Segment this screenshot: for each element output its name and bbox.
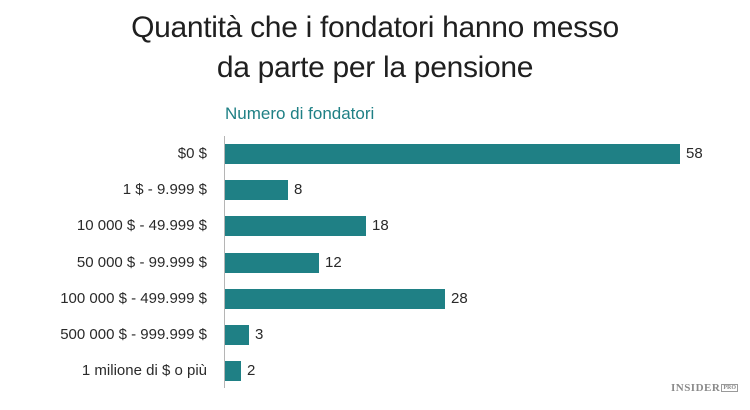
category-label: 1 $ - 9.999 $ (122, 181, 207, 198)
bar (225, 216, 366, 236)
logo-text: INSIDER (670, 382, 721, 394)
chart-title-line-1: Quantità che i fondatori hanno messo (131, 11, 619, 44)
category-label: 50 000 $ - 99.999 $ (76, 254, 207, 271)
chart-title: Quantità che i fondatori hanno messo da … (0, 8, 750, 88)
logo-suffix: PRO (721, 384, 738, 392)
category-label: 1 milione di $ o più (81, 362, 207, 379)
chart-title-line-2: da parte per la pensione (216, 51, 534, 84)
category-label: 10 000 $ - 49.999 $ (76, 217, 207, 234)
value-label: 3 (255, 326, 264, 343)
bar-row: 500 000 $ - 999.999 $ 3 (0, 325, 750, 345)
value-label: 58 (686, 145, 703, 162)
bar-row: 1 $ - 9.999 $ 8 (0, 180, 750, 200)
value-axis-label: Numero di fondatori (225, 104, 375, 123)
bar (225, 180, 288, 200)
category-axis-line (224, 136, 225, 388)
value-label: 12 (325, 254, 342, 271)
value-label: 18 (372, 217, 389, 234)
insider-pro-logo: INSIDER PRO (671, 382, 738, 394)
bar-row: 10 000 $ - 49.999 $ 18 (0, 216, 750, 236)
category-label: $0 $ (177, 145, 207, 162)
bar-row: 1 milione di $ o più 2 (0, 361, 750, 381)
bar (225, 289, 445, 309)
value-label: 8 (294, 181, 303, 198)
bar-row: 50 000 $ - 99.999 $ 12 (0, 253, 750, 273)
bar (225, 325, 249, 345)
bar (225, 253, 319, 273)
category-label: 100 000 $ - 499.999 $ (60, 290, 207, 307)
bar-row: $0 $ 58 (0, 144, 750, 164)
category-label: 500 000 $ - 999.999 $ (60, 326, 207, 343)
bar-row: 100 000 $ - 499.999 $ 28 (0, 289, 750, 309)
value-label: 2 (247, 362, 256, 379)
bar (225, 144, 680, 164)
value-label: 28 (451, 290, 468, 307)
bar (225, 361, 241, 381)
